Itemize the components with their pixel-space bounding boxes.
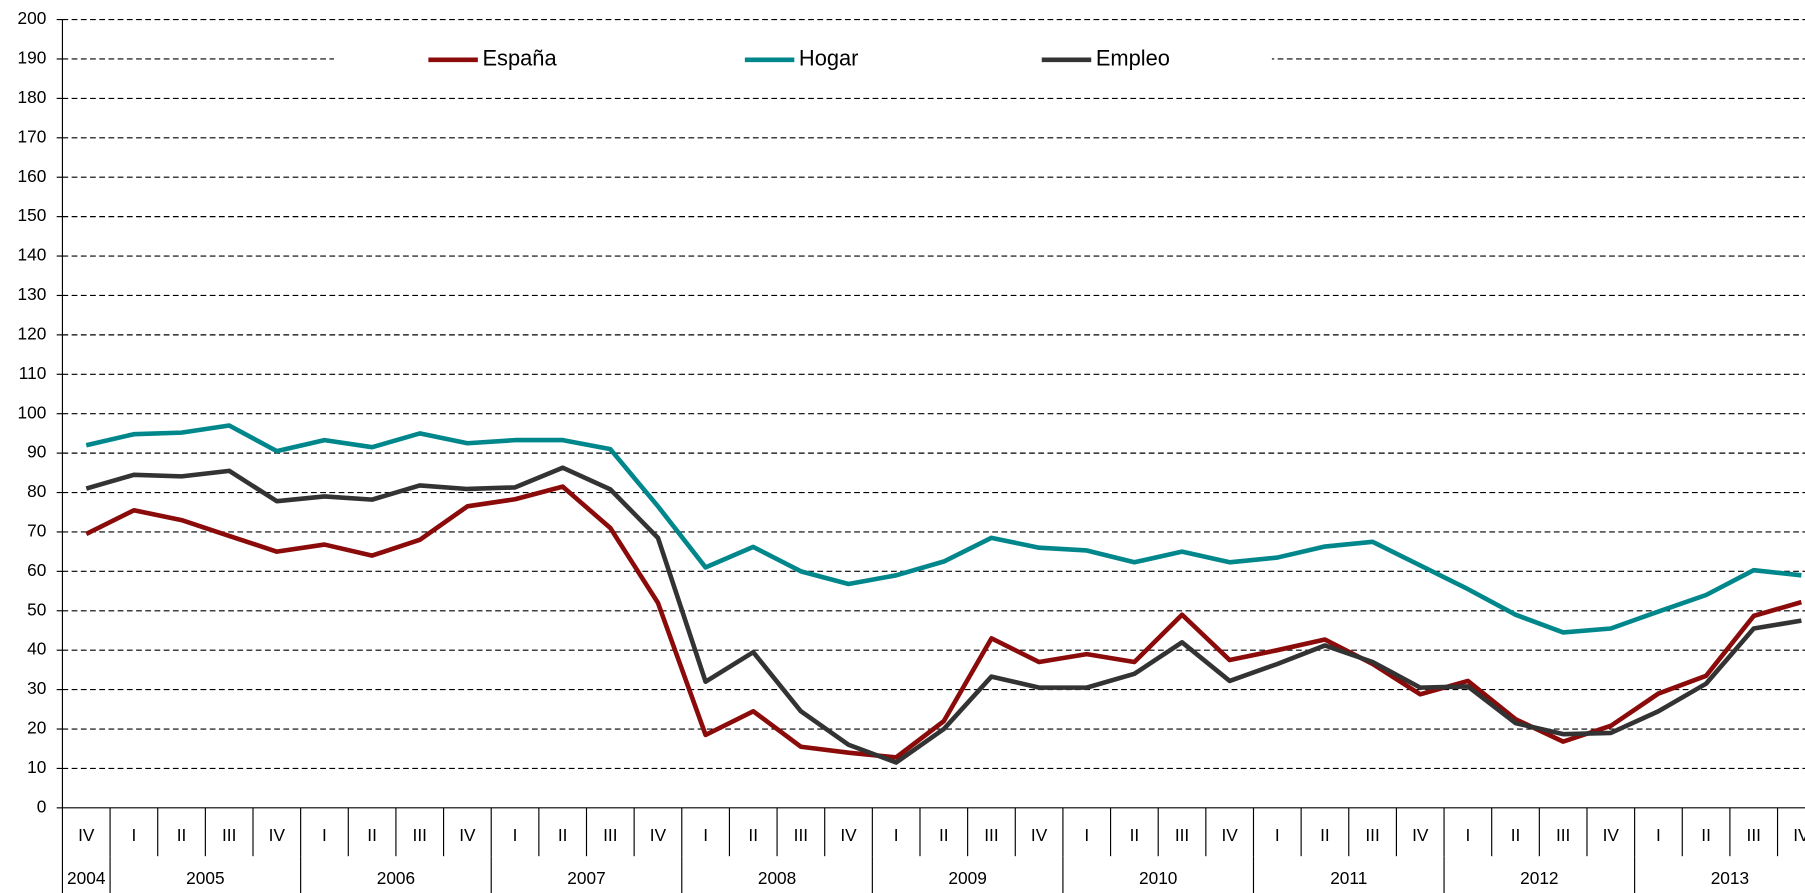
x-tick-label: II	[939, 825, 949, 845]
year-label: 2004	[67, 868, 106, 888]
y-tick-label: 160	[18, 166, 47, 186]
y-tick-label: 40	[27, 639, 46, 659]
year-label: 2010	[1139, 868, 1177, 888]
x-tick-label: I	[1084, 825, 1089, 845]
y-tick-label: 120	[18, 323, 47, 343]
y-tick-label: 130	[18, 284, 47, 304]
year-label: 2013	[1711, 868, 1749, 888]
x-tick-label: III	[603, 825, 617, 845]
y-tick-label: 100	[18, 402, 47, 422]
y-tick-label: 70	[27, 521, 46, 541]
legend-label: Empleo	[1096, 46, 1170, 71]
x-tick-label: III	[413, 825, 427, 845]
x-tick-label: I	[894, 825, 899, 845]
y-tick-label: 80	[27, 481, 46, 501]
x-tick-label: IV	[1603, 825, 1620, 845]
x-tick-label: III	[222, 825, 236, 845]
x-tick-label: II	[1320, 825, 1330, 845]
x-tick-label: IV	[1031, 825, 1048, 845]
year-label: 2008	[758, 868, 796, 888]
year-label: 2009	[948, 868, 986, 888]
y-tick-label: 20	[27, 718, 46, 738]
x-tick-label: III	[984, 825, 998, 845]
x-tick-label: I	[513, 825, 518, 845]
year-label: 2006	[377, 868, 415, 888]
x-tick-label: III	[1556, 825, 1570, 845]
x-tick-label: II	[1130, 825, 1140, 845]
legend-background	[334, 40, 1272, 80]
x-tick-label: IV	[840, 825, 857, 845]
series-line	[85, 465, 1802, 765]
x-tick-label: III	[1175, 825, 1189, 845]
x-tick-label: III	[1365, 825, 1379, 845]
x-tick-label: I	[1465, 825, 1470, 845]
x-tick-label: IV	[650, 825, 667, 845]
y-tick-label: 50	[27, 599, 46, 619]
y-tick-label: 30	[27, 678, 46, 698]
y-tick-label: 190	[18, 48, 47, 68]
y-tick-label: 110	[19, 363, 47, 383]
y-tick-label: 180	[18, 87, 47, 107]
x-tick-label: IV	[1222, 825, 1239, 845]
x-tick-label: I	[703, 825, 708, 845]
x-tick-label: II	[1701, 825, 1711, 845]
y-tick-label: 0	[37, 796, 47, 816]
y-tick-label: 90	[27, 442, 46, 462]
x-tick-label: III	[1747, 825, 1761, 845]
legend-label: España	[482, 46, 557, 71]
year-label: 2007	[567, 868, 605, 888]
year-label: 2005	[186, 868, 224, 888]
series-line	[85, 484, 1803, 760]
x-tick-label: III	[794, 825, 808, 845]
x-tick-label: I	[322, 825, 327, 845]
x-tick-label: I	[1656, 825, 1661, 845]
legend-label: Hogar	[799, 46, 859, 71]
x-tick-label: II	[1511, 825, 1521, 845]
y-tick-label: 10	[27, 757, 46, 777]
x-tick-label: II	[177, 825, 187, 845]
x-tick-label: IV	[1412, 825, 1429, 845]
y-tick-label: 60	[27, 560, 46, 580]
x-tick-label: IV	[78, 825, 95, 845]
x-tick-label: IV	[1793, 825, 1805, 845]
x-tick-label: I	[132, 825, 137, 845]
y-tick-label: 150	[18, 205, 47, 225]
x-tick-label: IV	[269, 825, 286, 845]
y-tick-label: 140	[18, 245, 47, 265]
y-tick-label: 170	[18, 126, 47, 146]
y-tick-label: 200	[18, 8, 47, 28]
x-tick-label: IV	[459, 825, 476, 845]
year-label: 2011	[1330, 868, 1367, 888]
x-tick-label: I	[1275, 825, 1280, 845]
series-line	[85, 423, 1802, 635]
x-tick-label: II	[558, 825, 568, 845]
x-tick-label: II	[367, 825, 377, 845]
year-label: 2012	[1520, 868, 1558, 888]
x-tick-label: II	[748, 825, 758, 845]
